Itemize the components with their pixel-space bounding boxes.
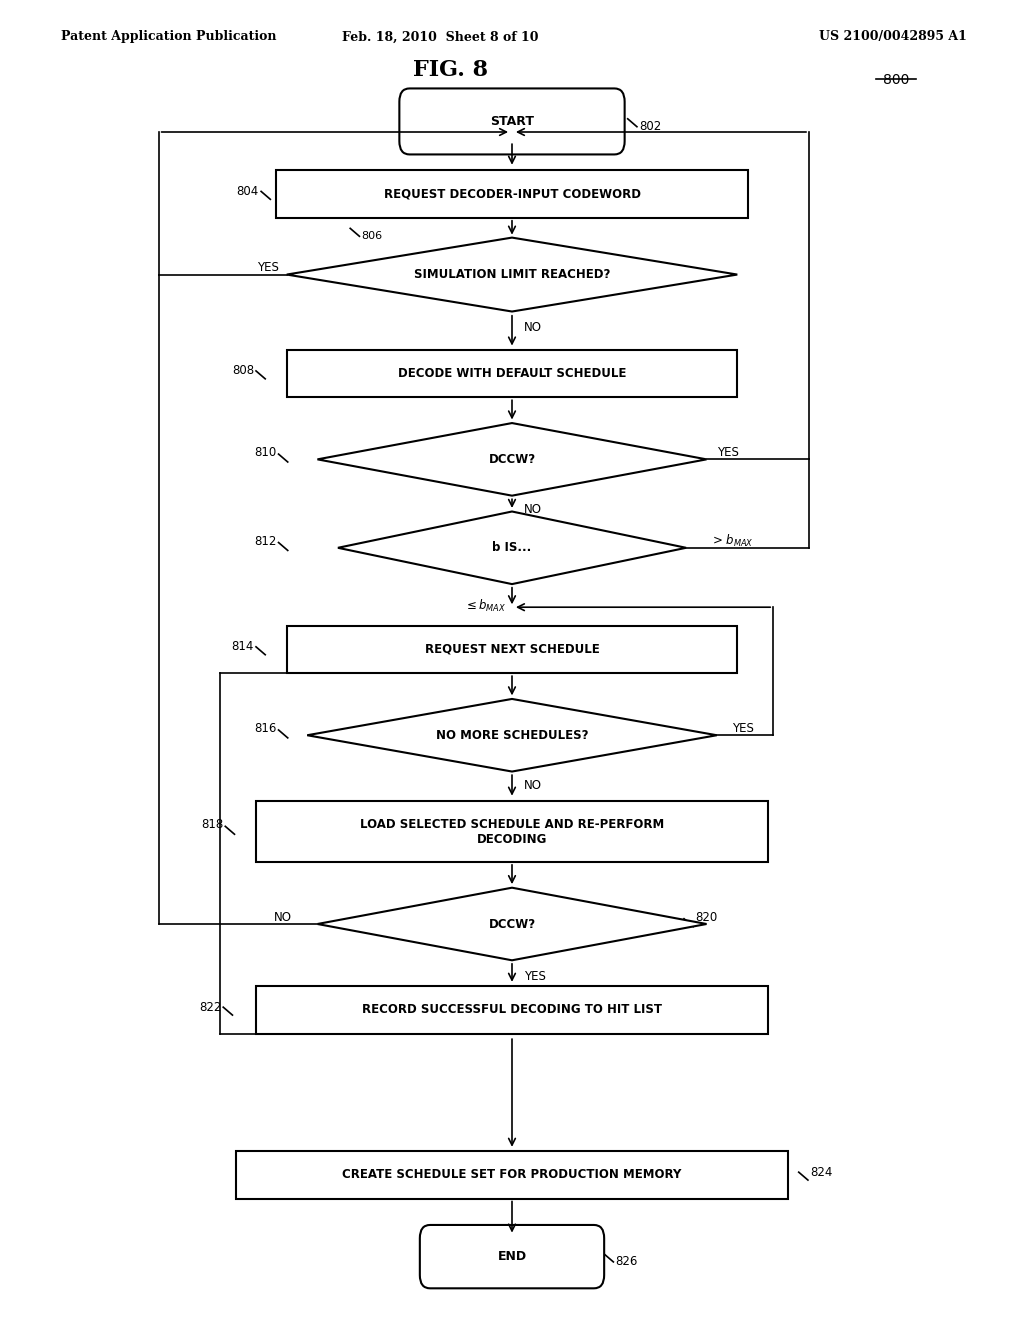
FancyBboxPatch shape	[256, 986, 768, 1034]
Text: 812: 812	[254, 535, 276, 548]
Text: > $b_{MAX}$: > $b_{MAX}$	[712, 533, 754, 549]
FancyBboxPatch shape	[399, 88, 625, 154]
Text: 800: 800	[883, 73, 909, 87]
Text: REQUEST NEXT SCHEDULE: REQUEST NEXT SCHEDULE	[425, 643, 599, 656]
Text: YES: YES	[257, 261, 279, 275]
FancyBboxPatch shape	[287, 350, 737, 397]
Polygon shape	[317, 887, 707, 961]
Text: START: START	[490, 115, 534, 128]
Polygon shape	[307, 700, 717, 771]
FancyBboxPatch shape	[420, 1225, 604, 1288]
Text: NO: NO	[524, 503, 543, 516]
Polygon shape	[338, 512, 686, 583]
Text: 802: 802	[639, 120, 662, 133]
Text: 822: 822	[199, 1001, 221, 1014]
Text: 810: 810	[254, 446, 276, 459]
Text: 826: 826	[615, 1255, 638, 1269]
Text: RECORD SUCCESSFUL DECODING TO HIT LIST: RECORD SUCCESSFUL DECODING TO HIT LIST	[362, 1003, 662, 1016]
Text: 816: 816	[254, 722, 276, 735]
Text: DCCW?: DCCW?	[488, 453, 536, 466]
Text: END: END	[498, 1250, 526, 1263]
Text: DECODE WITH DEFAULT SCHEDULE: DECODE WITH DEFAULT SCHEDULE	[397, 367, 627, 380]
Text: YES: YES	[732, 722, 754, 735]
Text: NO: NO	[524, 779, 543, 792]
Text: 814: 814	[231, 640, 254, 653]
Text: YES: YES	[717, 446, 738, 459]
FancyBboxPatch shape	[256, 801, 768, 862]
Text: NO: NO	[524, 321, 543, 334]
Text: NO: NO	[273, 911, 292, 924]
FancyBboxPatch shape	[276, 170, 748, 218]
Text: CREATE SCHEDULE SET FOR PRODUCTION MEMORY: CREATE SCHEDULE SET FOR PRODUCTION MEMOR…	[342, 1168, 682, 1181]
Text: DCCW?: DCCW?	[488, 917, 536, 931]
FancyBboxPatch shape	[287, 626, 737, 673]
Text: YES: YES	[524, 970, 546, 983]
Text: REQUEST DECODER-INPUT CODEWORD: REQUEST DECODER-INPUT CODEWORD	[384, 187, 640, 201]
Text: 808: 808	[231, 364, 254, 378]
Text: 824: 824	[810, 1166, 833, 1179]
Text: 818: 818	[201, 818, 223, 832]
Polygon shape	[317, 422, 707, 495]
Text: NO MORE SCHEDULES?: NO MORE SCHEDULES?	[436, 729, 588, 742]
Text: Feb. 18, 2010  Sheet 8 of 10: Feb. 18, 2010 Sheet 8 of 10	[342, 30, 539, 44]
Text: 820: 820	[695, 911, 718, 924]
Text: US 2100/0042895 A1: US 2100/0042895 A1	[819, 30, 967, 44]
Text: $\leq b_{MAX}$: $\leq b_{MAX}$	[465, 598, 507, 614]
Text: 804: 804	[236, 185, 258, 198]
Text: SIMULATION LIMIT REACHED?: SIMULATION LIMIT REACHED?	[414, 268, 610, 281]
Text: LOAD SELECTED SCHEDULE AND RE-PERFORM
DECODING: LOAD SELECTED SCHEDULE AND RE-PERFORM DE…	[359, 817, 665, 846]
FancyBboxPatch shape	[236, 1151, 788, 1199]
Polygon shape	[287, 238, 737, 312]
Text: FIG. 8: FIG. 8	[413, 59, 488, 82]
Text: b IS...: b IS...	[493, 541, 531, 554]
Text: 806: 806	[361, 231, 383, 242]
Text: Patent Application Publication: Patent Application Publication	[61, 30, 276, 44]
